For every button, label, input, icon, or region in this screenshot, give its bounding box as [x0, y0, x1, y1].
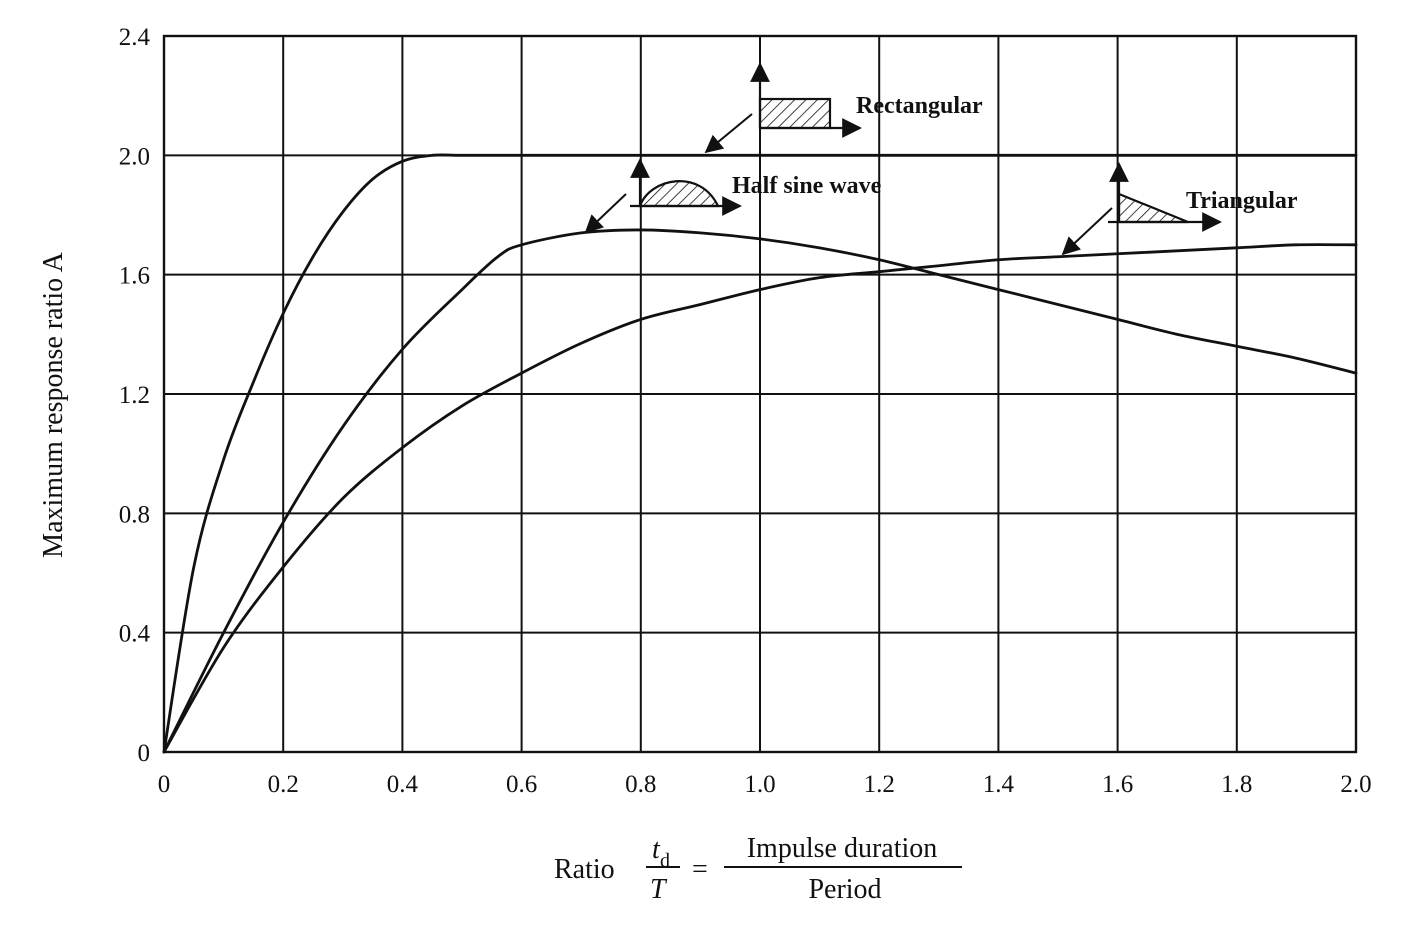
- y-tick-label: 2.4: [119, 24, 151, 51]
- x-axis-symbol-fraction: t d T: [646, 834, 680, 905]
- rectangular-leader-arrow: [704, 113, 753, 154]
- x-tick-labels: 0 0.2 0.4 0.6 0.8 1.0 1.2 1.4 1.6 1.8 2.0: [158, 771, 1372, 798]
- x-tick-label: 0.2: [268, 771, 299, 798]
- half-sine-pulse-shape: [638, 180, 720, 208]
- series-line-rectangular: [162, 153, 1358, 754]
- x-axis-word-numerator: Impulse duration: [747, 833, 938, 864]
- half-sine-pulse-inset: [584, 158, 742, 234]
- x-tick-label: 0.4: [387, 771, 419, 798]
- annotation-triangular: Triangular: [1186, 188, 1298, 214]
- x-tick-label: 0.8: [625, 771, 656, 798]
- y-tick-label: 1.6: [119, 263, 150, 290]
- x-axis-equals: =: [692, 854, 708, 885]
- x-tick-label: 1.4: [983, 771, 1015, 798]
- x-tick-label: 0: [158, 771, 171, 798]
- x-axis-label: Ratio t d T = Impulse duration Period: [554, 833, 962, 905]
- x-tick-label: 1.6: [1102, 771, 1133, 798]
- x-axis-fraction-denominator: T: [650, 874, 668, 905]
- series-line-triangular: [162, 243, 1358, 754]
- half-sine-leader-arrow: [584, 193, 627, 234]
- y-tick-label: 2.0: [119, 143, 150, 170]
- grid-lines: [163, 35, 1357, 753]
- rectangular-pulse-shape: [758, 97, 832, 130]
- x-axis-word-denominator: Period: [808, 874, 881, 905]
- y-tick-label: 0: [138, 740, 151, 767]
- x-tick-label: 2.0: [1340, 771, 1371, 798]
- y-axis-label: Maximum response ratio A: [38, 251, 69, 557]
- triangular-pulse-shape: [1117, 192, 1189, 224]
- y-tick-label: 0.8: [119, 501, 150, 528]
- series-line-half-sine-wave: [162, 228, 1358, 754]
- annotation-rectangular: Rectangular: [856, 93, 983, 119]
- x-tick-label: 1.2: [864, 771, 895, 798]
- x-axis-label-prefix: Ratio: [554, 854, 615, 885]
- series-layer: [162, 153, 1358, 754]
- y-tick-label: 0.4: [119, 621, 151, 648]
- x-tick-label: 1.0: [744, 771, 775, 798]
- y-tick-labels: 0 0.4 0.8 1.2 1.6 2.0 2.4: [119, 24, 151, 767]
- x-axis-word-fraction: Impulse duration Period: [724, 833, 962, 905]
- rectangular-pulse-inset: [704, 62, 862, 154]
- triangular-leader-arrow: [1061, 207, 1113, 256]
- x-tick-label: 0.6: [506, 771, 537, 798]
- triangular-pulse-inset: [1061, 162, 1222, 256]
- y-tick-label: 1.2: [119, 382, 150, 409]
- x-axis-fraction-numerator: t: [652, 834, 661, 865]
- annotation-half-sine: Half sine wave: [732, 173, 882, 199]
- x-axis-fraction-subscript: d: [660, 850, 670, 872]
- x-tick-label: 1.8: [1221, 771, 1252, 798]
- pulse-insets: [584, 62, 1222, 256]
